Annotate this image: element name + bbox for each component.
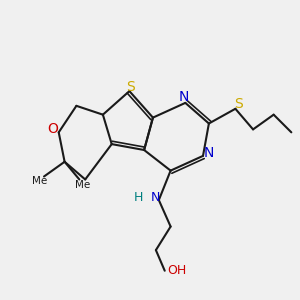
Text: O: O bbox=[47, 122, 58, 136]
Text: N: N bbox=[151, 190, 160, 204]
Text: S: S bbox=[234, 98, 243, 111]
Text: Me: Me bbox=[75, 180, 90, 190]
Text: OH: OH bbox=[167, 264, 186, 277]
Text: S: S bbox=[127, 80, 135, 94]
Text: Me: Me bbox=[32, 176, 47, 186]
Text: H: H bbox=[133, 190, 142, 204]
Text: N: N bbox=[204, 146, 214, 160]
Text: N: N bbox=[179, 90, 189, 104]
